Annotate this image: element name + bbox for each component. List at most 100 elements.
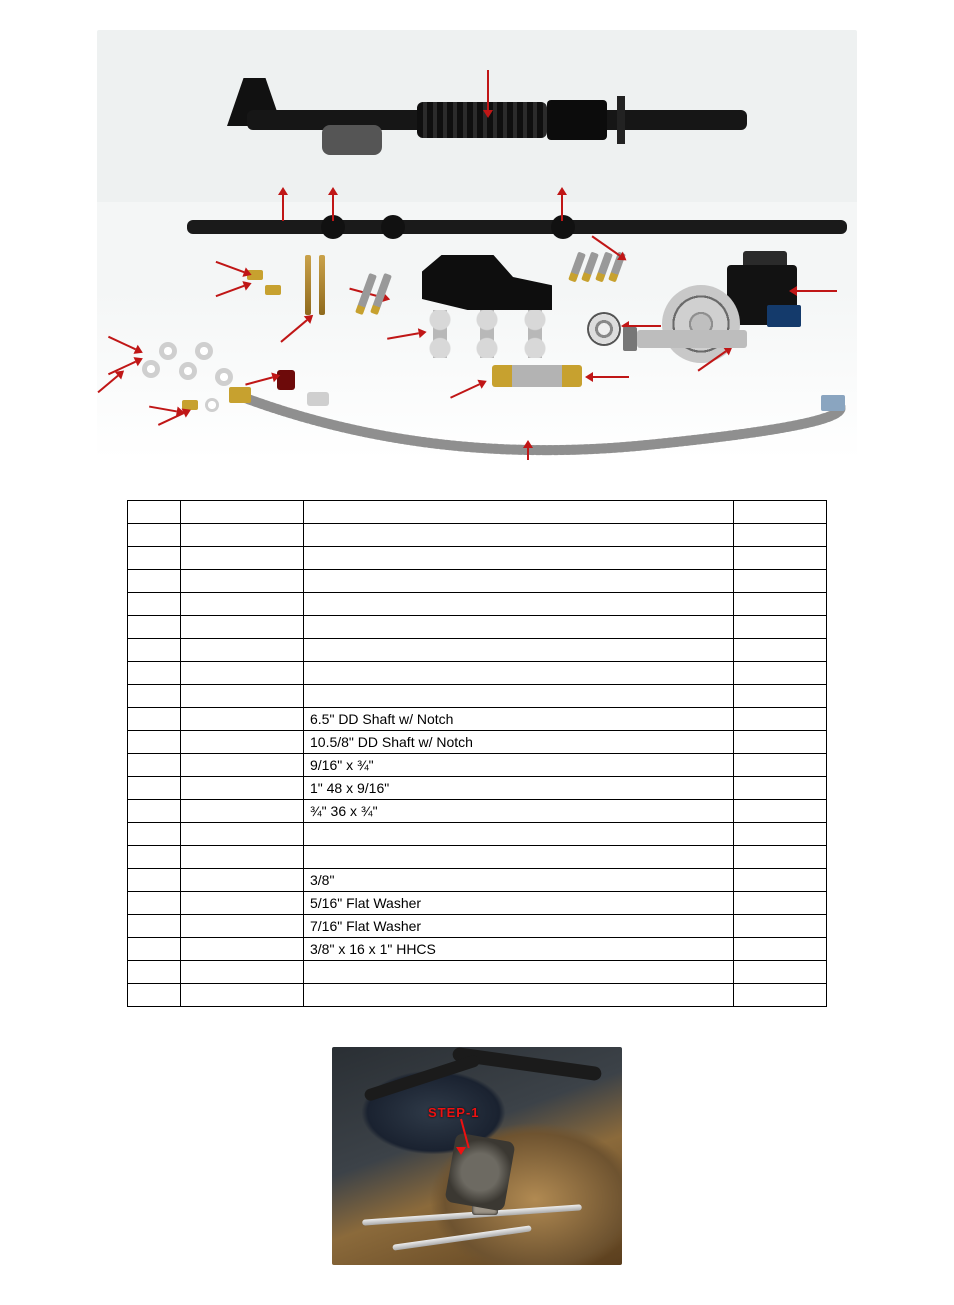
arrow-icon [216, 261, 245, 273]
stud [305, 255, 311, 315]
cell [734, 869, 827, 892]
cell [128, 938, 181, 961]
cell [128, 915, 181, 938]
cell [734, 708, 827, 731]
cell [181, 501, 304, 524]
cell [181, 754, 304, 777]
arrow-icon [332, 195, 334, 221]
nut [265, 285, 281, 295]
cell [304, 662, 734, 685]
rack-assembly [247, 90, 747, 150]
rack-input [322, 125, 382, 155]
cell [181, 731, 304, 754]
cell [181, 639, 304, 662]
cell [128, 984, 181, 1007]
steering-box-input [444, 1132, 515, 1211]
rack-block [547, 100, 607, 140]
cell: 5/16" Flat Washer [304, 892, 734, 915]
cell [181, 616, 304, 639]
cell: ¾" 36 x ¾" [304, 800, 734, 823]
cell [734, 938, 827, 961]
cell [128, 800, 181, 823]
cell [304, 961, 734, 984]
cell [181, 961, 304, 984]
table-row: 1" 48 x 9/16" [128, 777, 827, 800]
cell: 1" 48 x 9/16" [304, 777, 734, 800]
arrow-icon [158, 412, 184, 426]
cell [734, 915, 827, 938]
cell [734, 823, 827, 846]
cell [181, 685, 304, 708]
table-row: 7/16" Flat Washer [128, 915, 827, 938]
cell: 6.5" DD Shaft w/ Notch [304, 708, 734, 731]
table-row [128, 639, 827, 662]
cell [181, 800, 304, 823]
cell [304, 846, 734, 869]
cell [734, 731, 827, 754]
cell: 3/8" x 16 x 1" HHCS [304, 938, 734, 961]
reservoir-bar [637, 330, 747, 348]
step-label: STEP-1 [428, 1105, 480, 1120]
cell [128, 547, 181, 570]
arrow-icon [149, 406, 177, 413]
table-row: 10.5/8" DD Shaft w/ Notch [128, 731, 827, 754]
hose-fittings [492, 365, 582, 387]
cell [128, 961, 181, 984]
pump-sticker [767, 305, 801, 327]
table-row: 5/16" Flat Washer [128, 892, 827, 915]
rack-bellows [417, 102, 547, 138]
u-joint [517, 310, 553, 358]
cell [128, 823, 181, 846]
arrow-icon [216, 285, 245, 297]
parts-table-body: 6.5" DD Shaft w/ Notch 10.5/8" DD Shaft … [128, 501, 827, 1007]
cell [734, 846, 827, 869]
cell [304, 524, 734, 547]
cell [128, 777, 181, 800]
stud [319, 255, 325, 315]
u-joint [422, 310, 458, 358]
cell [304, 685, 734, 708]
cell [128, 869, 181, 892]
chrome-pipe [392, 1225, 531, 1250]
cell [181, 570, 304, 593]
cell [734, 662, 827, 685]
cell [734, 501, 827, 524]
cell [734, 639, 827, 662]
cell [128, 708, 181, 731]
cell [734, 754, 827, 777]
arrow-icon [487, 70, 489, 110]
cell: 7/16" Flat Washer [304, 915, 734, 938]
arrow-icon [593, 376, 629, 378]
cell [181, 547, 304, 570]
arrow-icon [387, 332, 419, 340]
cell [181, 846, 304, 869]
step-1-image: STEP-1 [332, 1047, 622, 1265]
table-row: ¾" 36 x ¾" [128, 800, 827, 823]
cell [128, 616, 181, 639]
table-row: 3/8" [128, 869, 827, 892]
flat-washer [205, 398, 219, 412]
cell [128, 524, 181, 547]
cell [128, 731, 181, 754]
cell [128, 501, 181, 524]
bar-node [551, 215, 575, 239]
u-joint [469, 310, 505, 358]
table-row [128, 984, 827, 1007]
washer [215, 368, 233, 386]
kit-components-image [97, 30, 857, 460]
centerlink-bar [187, 220, 847, 234]
cell [734, 547, 827, 570]
cell [128, 593, 181, 616]
cell [304, 823, 734, 846]
cell [128, 685, 181, 708]
table-row: 6.5" DD Shaft w/ Notch [128, 708, 827, 731]
hose-svg [227, 385, 847, 460]
washer [195, 342, 213, 360]
cell: 9/16" x ¾" [304, 754, 734, 777]
cell [181, 777, 304, 800]
cell [304, 570, 734, 593]
table-row [128, 662, 827, 685]
washer [159, 342, 177, 360]
cell: 3/8" [304, 869, 734, 892]
cell [128, 639, 181, 662]
